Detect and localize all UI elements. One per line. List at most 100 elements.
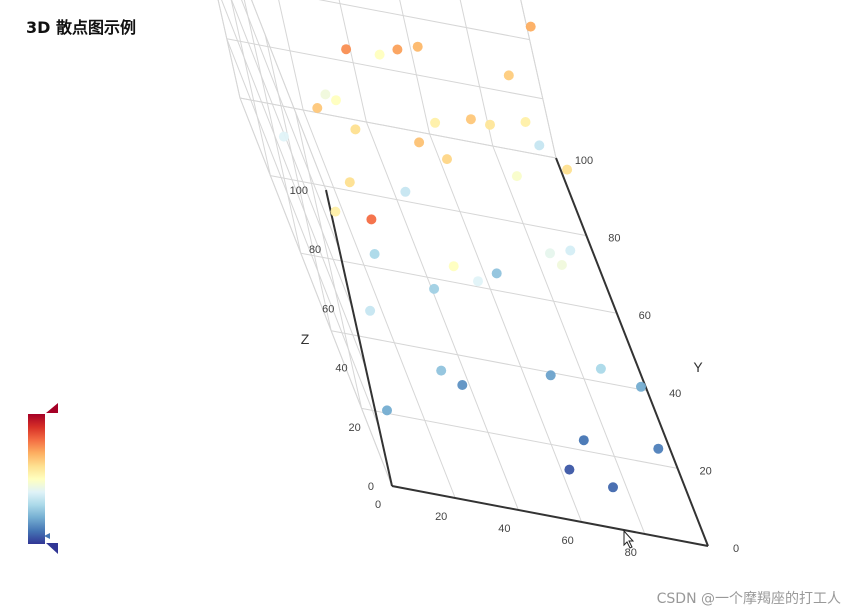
data-point [608,482,618,493]
data-point [511,171,522,182]
x-tick-label: 80 [625,547,637,559]
data-point [556,260,567,270]
data-point [520,117,531,127]
grid-line [251,0,327,191]
grid-line [365,121,519,511]
data-point [448,261,459,272]
data-point [465,114,476,125]
axes-layer [325,157,709,547]
grid-line [278,0,304,111]
data-point [312,103,323,113]
grid-line [217,0,241,99]
data-point [503,70,514,81]
points-layer [278,21,664,493]
data-point [278,131,289,142]
data-point [525,21,536,32]
data-point [595,363,606,374]
grid-line [217,0,241,99]
grid-line [251,0,327,191]
grid-line [243,0,302,254]
grid-line [520,0,557,159]
z-axis-line [325,189,393,487]
data-point [341,44,352,55]
data-point [491,268,502,279]
data-point [369,249,380,259]
data-point [485,119,495,130]
x-tick-label: 60 [561,535,573,547]
grid-line [239,97,393,487]
grid-line [338,0,367,123]
data-point [545,248,555,259]
range-handle-min[interactable] [46,543,58,554]
grid-line [239,97,557,159]
grid-line [231,0,353,309]
grid-line [221,0,367,368]
y-axis-line [555,157,709,547]
grid-line [520,0,557,159]
y-tick-label: 20 [699,465,711,477]
data-point [653,443,664,454]
data-point [344,177,355,188]
ticks-layer: 0 20 40 60 80 0 20 40 60 80 100 0 20 40 60 80 100 Y Z [290,155,739,559]
data-point [578,435,589,446]
x-tick-label: 20 [435,511,447,523]
y-tick-label: 100 [575,155,593,167]
y-tick-label: 40 [669,388,681,400]
data-point [429,283,440,294]
grid-line [226,38,380,427]
grid-layer [217,0,709,547]
grid-line [429,133,583,523]
grid-line [270,175,587,237]
data-point [374,49,385,60]
data-point [382,405,392,416]
y-tick-label: 0 [733,543,739,555]
z-axis-label: Z [301,331,310,347]
data-point [636,381,646,392]
watermark: CSDN @一个摩羯座的打工人 [656,591,841,607]
data-point [442,154,452,165]
x-tick-label: 40 [498,523,510,535]
grid-line [264,34,332,331]
grid-line [241,0,340,250]
data-point [562,164,573,175]
data-point [366,214,377,225]
grid-line [230,0,271,176]
data-point [430,117,441,128]
grid-line [300,252,617,314]
z-tick-label: 60 [322,303,334,315]
z-tick-label: 20 [349,422,361,434]
data-point [392,44,403,55]
data-point [320,89,331,100]
grid-line [361,407,678,469]
data-point [400,186,411,197]
grid-line [331,330,648,392]
y-axis-label: Y [693,359,703,375]
data-point [545,370,556,381]
y-tick-label: 80 [608,233,620,245]
data-point [350,124,361,135]
data-point [457,380,468,390]
grid-line [318,0,530,41]
grid-line [226,38,543,100]
x-axis-line [391,485,709,547]
data-point [564,464,575,475]
data-point [331,95,341,106]
grid-line [492,145,646,535]
x-tick-label: 0 [375,499,381,511]
grid-line [399,0,431,135]
grid-line [302,109,456,499]
data-point [565,245,576,256]
grid-line [459,0,494,147]
z-tick-label: 100 [290,185,308,197]
mouse-cursor-icon [623,530,635,549]
z-tick-label: 0 [368,481,374,493]
range-handle-max[interactable] [46,403,58,413]
z-tick-label: 40 [335,363,347,375]
color-legend[interactable] [28,403,58,554]
data-point [330,206,341,217]
data-point [414,137,425,148]
y-tick-label: 60 [639,310,651,322]
range-indicator [44,533,50,539]
data-point [365,305,376,316]
